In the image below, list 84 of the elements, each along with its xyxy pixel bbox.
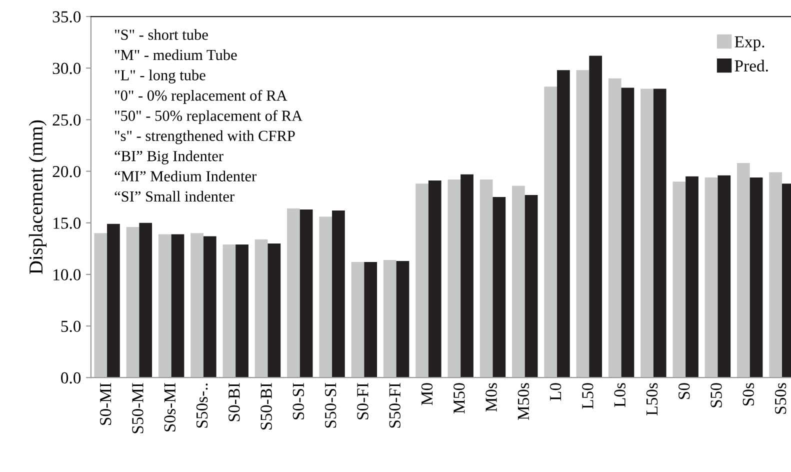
bar xyxy=(383,260,396,378)
legend-label: Exp. xyxy=(734,36,764,51)
bar xyxy=(492,197,506,378)
legend-label: Pred. xyxy=(734,60,768,72)
bar xyxy=(704,177,718,378)
x-tick-label: L0 xyxy=(550,383,562,400)
bar xyxy=(268,243,281,378)
bar xyxy=(557,70,570,378)
bar xyxy=(139,222,152,378)
x-tick-label: S0s xyxy=(742,383,754,406)
bar xyxy=(190,233,204,378)
x-tick-label: S0-BI xyxy=(228,383,240,422)
x-tick-label: S0s-MI xyxy=(164,383,176,432)
bar xyxy=(319,216,332,378)
bar xyxy=(222,244,236,378)
annotation: "0" - 0% replacement of RA xyxy=(115,90,288,104)
y-tick-label: 5.0 xyxy=(61,320,81,332)
x-tick-label: M0s xyxy=(486,383,497,412)
y-tick-label: 10.0 xyxy=(54,269,81,280)
bar xyxy=(332,210,345,378)
bar xyxy=(364,262,378,378)
bar xyxy=(718,175,731,378)
y-tick-label: 35.0 xyxy=(52,11,81,23)
bar xyxy=(480,180,493,378)
x-tick-label: L50 xyxy=(582,383,594,409)
x-tick-label: S50-BI xyxy=(260,383,272,430)
x-tick-label: S50-MI xyxy=(132,383,144,434)
bar xyxy=(737,163,750,378)
x-tick-label: S50 xyxy=(710,383,722,408)
bar xyxy=(287,208,300,378)
annotation: "s" - strengthened with CFRP xyxy=(115,130,295,144)
x-tick-label: S50s-.. xyxy=(196,384,208,428)
y-tick-label: 25.0 xyxy=(52,114,81,126)
annotation: "L" - long tube xyxy=(115,70,206,84)
x-tick-label: S50-SI xyxy=(324,383,336,428)
bar xyxy=(524,194,538,378)
x-tick-label: M50s xyxy=(518,383,530,420)
annotation: "S" - short tube xyxy=(115,29,208,40)
x-tick-label: M50 xyxy=(454,383,465,414)
bar xyxy=(750,177,763,378)
x-tick-label: S50-FI xyxy=(389,383,400,428)
x-tick-label: L50s xyxy=(646,383,658,416)
bar xyxy=(653,88,666,378)
annotation: "50" - 50% replacement of RA xyxy=(115,110,302,124)
bar xyxy=(254,239,268,378)
y-axis-title: Displacement (mm) xyxy=(28,120,47,274)
annotation: “MI” Medium Indenter xyxy=(114,170,256,182)
bar xyxy=(608,78,622,378)
bar xyxy=(621,88,634,378)
bar xyxy=(396,261,410,378)
x-tick-label: S0-SI xyxy=(292,383,304,420)
bar xyxy=(158,234,172,378)
bar xyxy=(94,233,108,378)
bar xyxy=(460,174,474,378)
x-tick-label: S0-FI xyxy=(357,383,368,420)
bar xyxy=(544,86,558,378)
bar xyxy=(640,88,654,378)
y-tick-label: 20.0 xyxy=(52,166,81,178)
bar xyxy=(416,184,428,378)
bar xyxy=(686,176,698,378)
bar xyxy=(428,180,442,378)
x-tick-label: S50s xyxy=(774,383,786,414)
bar xyxy=(448,180,461,378)
y-tick-label: 0.0 xyxy=(61,372,81,384)
bar xyxy=(236,244,248,378)
bar xyxy=(126,226,140,378)
x-tick-label: M0 xyxy=(421,383,433,406)
bar xyxy=(672,182,686,378)
annotation: “BI” Big Indenter xyxy=(114,150,224,164)
y-tick-label: 15.0 xyxy=(54,218,81,229)
x-tick-label: S0-MI xyxy=(100,383,112,425)
bar xyxy=(351,262,364,378)
bar xyxy=(576,70,590,378)
bar xyxy=(589,56,602,378)
y-tick-label: 30.0 xyxy=(52,62,81,74)
annotation: "M" - medium Tube xyxy=(115,49,237,60)
bar xyxy=(203,236,216,378)
x-tick-label: L0s xyxy=(614,383,626,407)
bar xyxy=(107,224,120,378)
annotation: “SI” Small indenter xyxy=(114,190,234,202)
bar xyxy=(300,209,313,378)
bar xyxy=(171,234,184,378)
x-tick-label: S0 xyxy=(678,383,690,399)
bar xyxy=(512,186,525,378)
